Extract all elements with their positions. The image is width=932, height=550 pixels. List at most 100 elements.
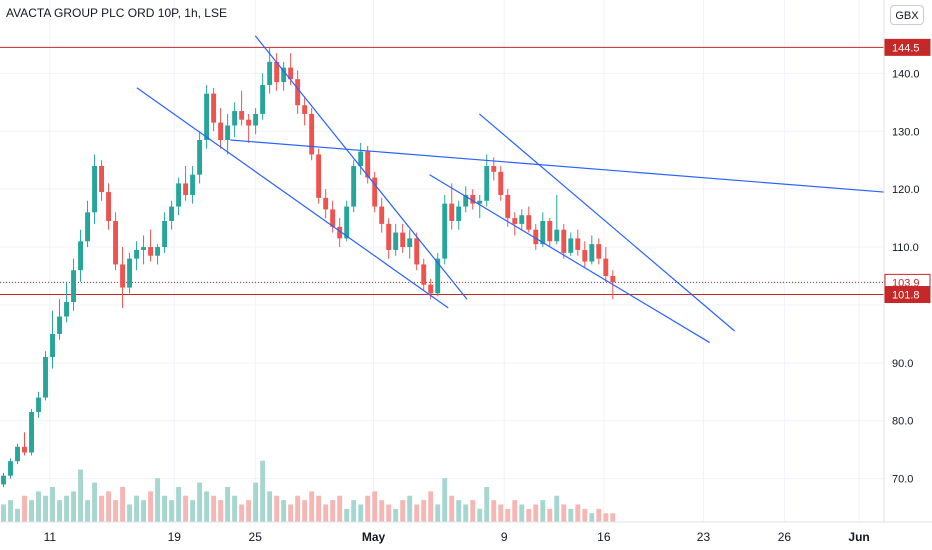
volume-bar [435, 504, 441, 522]
candle-body [225, 125, 231, 140]
volume-bar [99, 495, 105, 522]
volume-bar [477, 508, 483, 522]
volume-bar [379, 500, 385, 522]
volume-bar [162, 495, 168, 522]
candle-body [57, 316, 62, 334]
time-tick-label: Jun [848, 530, 869, 544]
candle-body [190, 174, 196, 195]
price-label-box [884, 38, 931, 56]
volume-bar [309, 491, 315, 522]
candle-body [176, 183, 182, 207]
candle-body [281, 67, 287, 83]
volume-bar [176, 487, 182, 522]
volume-bar [491, 500, 497, 522]
candle-body [218, 122, 224, 140]
time-tick-label: 11 [44, 530, 57, 544]
volume-bar [372, 491, 378, 522]
volume-bar [148, 491, 154, 522]
volume-bar [204, 491, 210, 522]
volume-bar [596, 508, 602, 522]
candle-body [204, 93, 210, 140]
trend-line [254, 35, 468, 300]
candle-body [127, 258, 133, 288]
candle-body [323, 197, 329, 210]
candle-body [582, 249, 588, 262]
candle-body [477, 200, 483, 204]
volume-bar [302, 500, 308, 522]
candle-body [50, 333, 55, 358]
volume-bar [386, 504, 392, 522]
candle-body [260, 84, 266, 114]
volume-bar [169, 500, 175, 522]
volume-bar [407, 495, 413, 522]
candle-body [288, 67, 294, 80]
volume-bar [50, 487, 55, 522]
volume-bar [526, 508, 532, 522]
volume-bar [421, 500, 427, 522]
price-tick-label: 130.0 [892, 126, 920, 138]
time-tick-label: 9 [501, 530, 508, 544]
volume-bar [246, 500, 252, 522]
volume-bar [8, 500, 13, 522]
candle-body [456, 206, 462, 222]
candle-body [393, 232, 399, 250]
volume-bar [120, 487, 126, 522]
volume-bar [295, 495, 301, 522]
volume-bar [365, 495, 371, 522]
currency-button[interactable]: GBX [890, 5, 924, 25]
candle-body [365, 151, 371, 178]
volume-bar [351, 500, 357, 522]
volume-bar [498, 504, 504, 522]
candle-body [491, 166, 497, 172]
price-label: 144.5 [892, 42, 920, 54]
candle-body [561, 229, 567, 253]
volume-bar [554, 495, 560, 522]
candle-body [36, 397, 41, 413]
price-label: 101.8 [892, 290, 920, 302]
volume-bar [540, 500, 546, 522]
volume-bar [442, 478, 448, 522]
candle-body [610, 276, 616, 283]
candle-body [498, 171, 504, 195]
volume-bar [337, 495, 343, 522]
time-tick-label: 23 [697, 530, 711, 544]
candle-body [463, 194, 469, 207]
volume-bar [316, 495, 322, 522]
candle-body [78, 241, 83, 271]
volume-bar [484, 487, 490, 522]
volume-bar [71, 491, 76, 522]
symbol-title: AVACTA GROUP PLC ORD 10P, 1h, LSE [6, 6, 227, 20]
volume-bar [470, 500, 476, 522]
candle-body [232, 111, 238, 126]
candle-body [246, 119, 252, 126]
candle-body [29, 412, 34, 453]
trend-line [136, 87, 449, 309]
candle-body [253, 113, 259, 126]
candle-body [568, 238, 574, 253]
candle-body [547, 221, 553, 242]
time-tick-label: 25 [249, 530, 263, 544]
candle-body [358, 151, 364, 167]
trend-line [230, 139, 885, 193]
volume-bar [512, 500, 518, 522]
volume-bar [393, 508, 399, 522]
volume-bar [519, 504, 525, 522]
price-tick-label: 110.0 [892, 242, 919, 254]
time-tick-label: 16 [597, 530, 611, 544]
volume-bar [603, 513, 609, 522]
candle-body [603, 258, 609, 276]
candle-body [344, 206, 350, 239]
candle-body [421, 264, 427, 285]
candle-body [183, 183, 189, 195]
candle-body [8, 461, 13, 476]
volume-bar [211, 495, 217, 522]
candle-body [519, 215, 525, 224]
volume-bar [449, 495, 455, 522]
candle-body [197, 139, 203, 175]
candle-body [155, 247, 161, 256]
candle-body [148, 247, 154, 256]
candle-body [540, 221, 546, 245]
volume-bar [505, 508, 511, 522]
candle-body [274, 61, 280, 83]
